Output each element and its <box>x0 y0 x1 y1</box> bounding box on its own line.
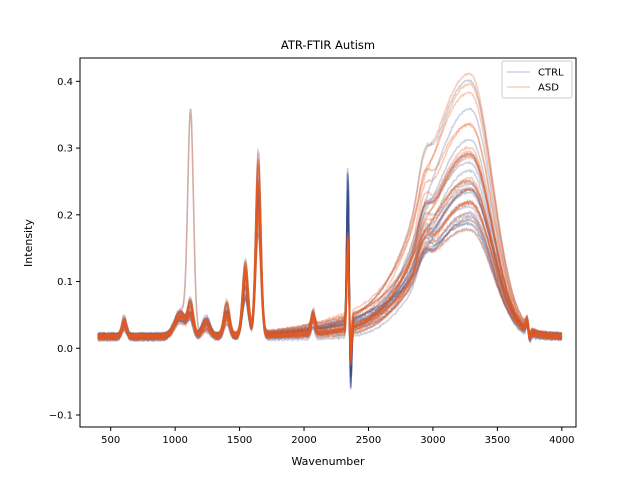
series-line-asd <box>97 182 563 357</box>
series-line-ctrl <box>97 182 563 370</box>
y-tick-label: 0.0 <box>57 344 73 355</box>
y-axis-label: Intensity <box>22 219 35 267</box>
x-tick-label: 2000 <box>291 435 316 446</box>
series-line-asd <box>97 185 563 349</box>
x-axis-label: Wavenumber <box>291 455 365 468</box>
series-line-ctrl <box>97 179 563 376</box>
series-line-asd <box>97 149 562 346</box>
series-line-asd <box>97 82 563 348</box>
legend-box <box>501 60 573 99</box>
series-line-ctrl <box>97 186 563 383</box>
x-tick-label: 3500 <box>485 435 510 446</box>
series-line-ctrl <box>97 167 563 373</box>
series-line-ctrl <box>97 138 562 390</box>
series-line-ctrl <box>97 200 563 365</box>
series-line-asd <box>97 176 563 366</box>
series-line-ctrl <box>97 182 563 380</box>
legend-label-asd: ASD <box>538 83 559 94</box>
series-line-asd <box>97 109 563 351</box>
series-line-asd <box>97 187 563 347</box>
x-axis: 500 1000 1500 2000 2500 3000 3500 4000 <box>101 427 575 446</box>
series-line-asd <box>97 155 563 347</box>
y-tick-label: −0.1 <box>49 410 73 421</box>
x-tick-label: 1500 <box>227 435 252 446</box>
x-tick-label: 3000 <box>420 435 445 446</box>
series-line-ctrl <box>97 152 563 383</box>
x-tick-label: 4000 <box>549 435 574 446</box>
y-tick-label: 0.2 <box>57 210 73 221</box>
series-line-asd <box>97 72 562 345</box>
series-line-asd <box>97 180 563 343</box>
series-line-asd <box>97 162 563 357</box>
y-tick-label: 0.3 <box>57 144 73 155</box>
series-line-ctrl <box>97 182 562 371</box>
series-line-ctrl <box>97 188 562 374</box>
series-line-ctrl <box>97 108 562 367</box>
series-line-asd <box>97 145 563 342</box>
series-line-ctrl <box>97 160 563 378</box>
series-line-asd <box>97 152 563 354</box>
series-line-ctrl <box>97 162 563 389</box>
series-line-ctrl <box>97 168 563 388</box>
chart-title: ATR-FTIR Autism <box>281 38 375 52</box>
y-axis: −0.1 0.0 0.1 0.2 0.3 0.4 <box>49 77 80 421</box>
series-line-asd <box>97 121 563 362</box>
spectra-lines <box>97 72 563 390</box>
series-line-ctrl <box>97 78 563 368</box>
series-line-ctrl <box>97 192 563 360</box>
series-line-asd <box>97 158 563 364</box>
x-tick-label: 2500 <box>356 435 381 446</box>
series-line-ctrl <box>97 192 563 377</box>
series-line-asd <box>97 151 563 340</box>
x-tick-label: 500 <box>101 435 120 446</box>
series-line-asd <box>97 164 562 364</box>
legend-label-ctrl: CTRL <box>538 68 564 79</box>
y-tick-label: 0.1 <box>57 277 73 288</box>
x-tick-label: 1000 <box>162 435 187 446</box>
series-line-asd <box>97 198 563 358</box>
legend: CTRL ASD <box>501 60 573 99</box>
series-line-asd <box>97 201 563 367</box>
y-tick-label: 0.4 <box>57 77 73 88</box>
series-line-asd <box>97 212 562 353</box>
series-line-ctrl <box>97 199 562 368</box>
series-line-asd <box>97 122 563 345</box>
plot-frame <box>79 57 577 428</box>
series-line-ctrl <box>97 171 562 374</box>
series-line-ctrl <box>97 107 563 376</box>
series-line-asd <box>97 90 563 343</box>
series-line-ctrl <box>97 155 563 377</box>
series-line-ctrl <box>97 188 562 388</box>
